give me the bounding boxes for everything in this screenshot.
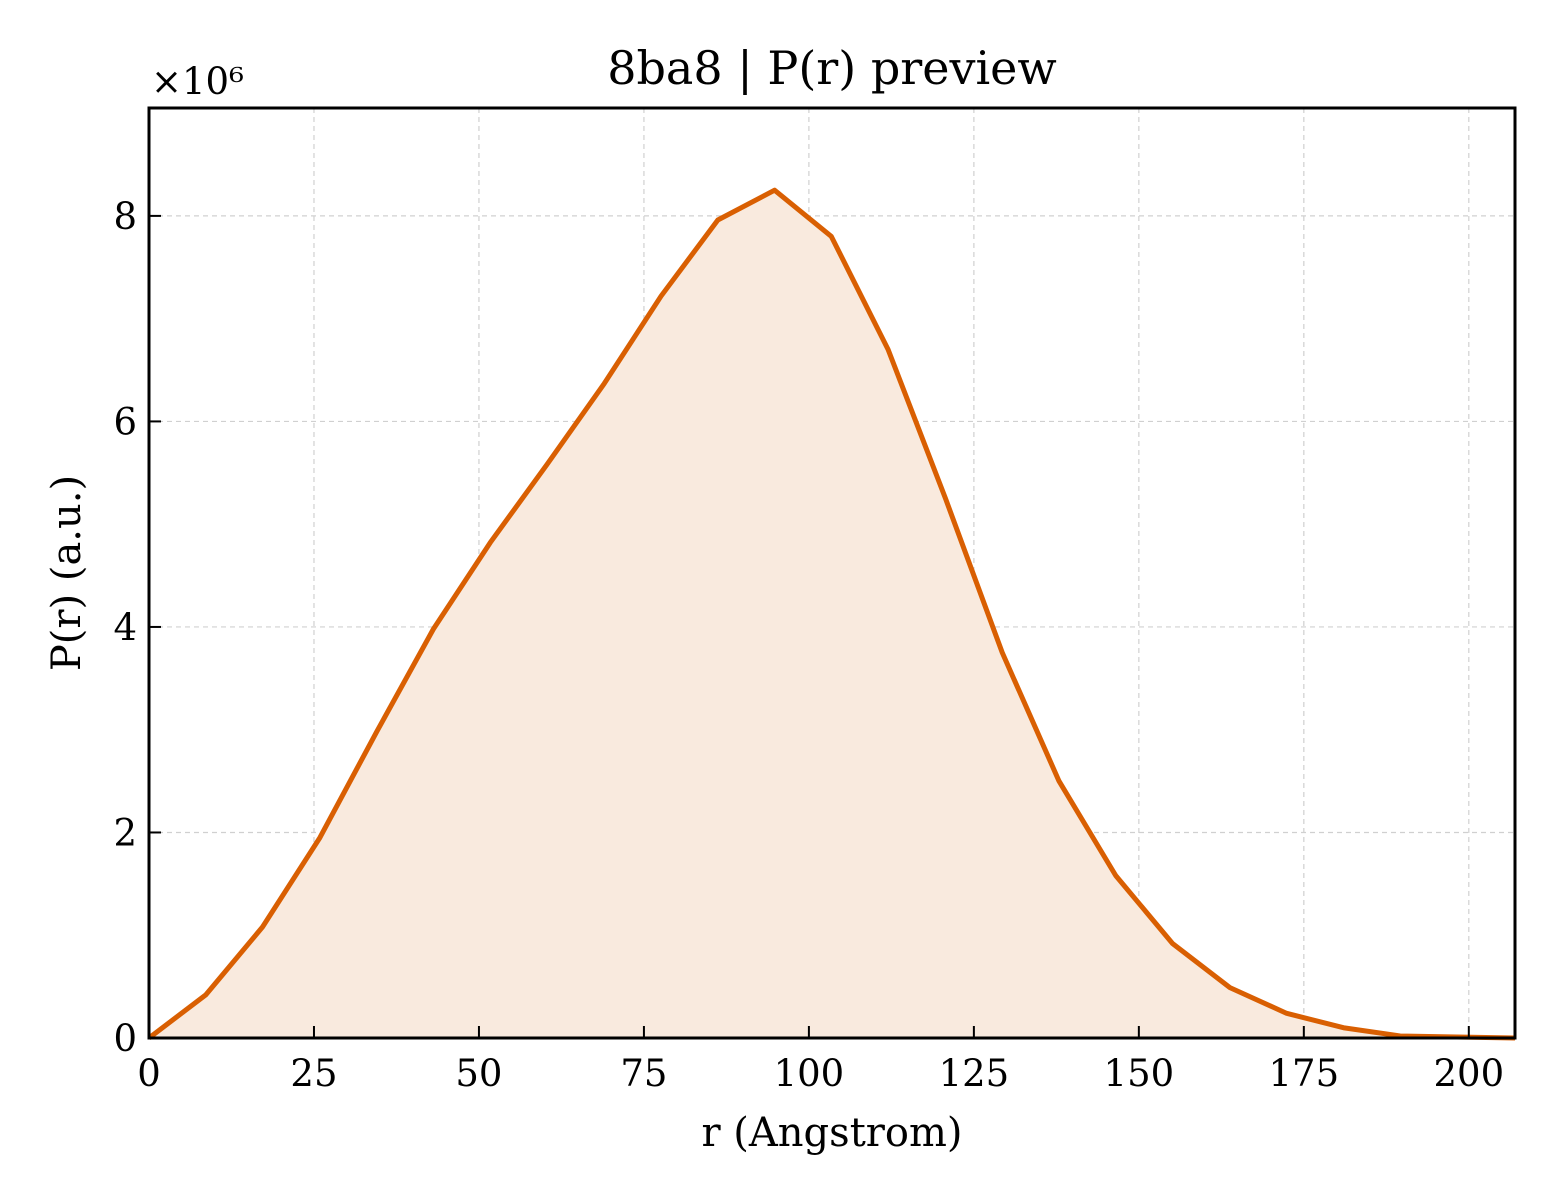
y-tick-label: 8 <box>113 195 137 238</box>
plot-frame <box>147 106 1517 1040</box>
x-axis-label: r (Angstrom) <box>701 1110 962 1156</box>
pr-area-fill <box>149 190 1515 1038</box>
y-tick-label: 6 <box>113 400 137 443</box>
x-tick-label: 175 <box>1269 1052 1340 1095</box>
x-tick-label: 75 <box>620 1052 667 1095</box>
axis-ticks: 0 25 50 75 100 125 150 175 200 0 2 4 6 8 <box>113 195 1504 1095</box>
y-tick-label: 2 <box>113 811 137 854</box>
x-tick-label: 100 <box>774 1052 845 1095</box>
pr-series-line <box>147 187 1516 1041</box>
x-tick-label: 125 <box>939 1052 1010 1095</box>
x-tick-label: 150 <box>1104 1052 1175 1095</box>
x-tick-label: 0 <box>137 1052 161 1095</box>
y-tick-label: 4 <box>113 606 137 649</box>
x-tick-label: 25 <box>290 1052 337 1095</box>
x-tick-label: 50 <box>455 1052 502 1095</box>
y-axis-label: P(r) (a.u.) <box>44 475 90 671</box>
y-offset-label: ×10⁶ <box>151 60 244 103</box>
chart-title: 8ba8 | P(r) preview <box>607 41 1057 95</box>
x-tick-label: 200 <box>1433 1052 1504 1095</box>
y-tick-label: 0 <box>113 1017 137 1060</box>
